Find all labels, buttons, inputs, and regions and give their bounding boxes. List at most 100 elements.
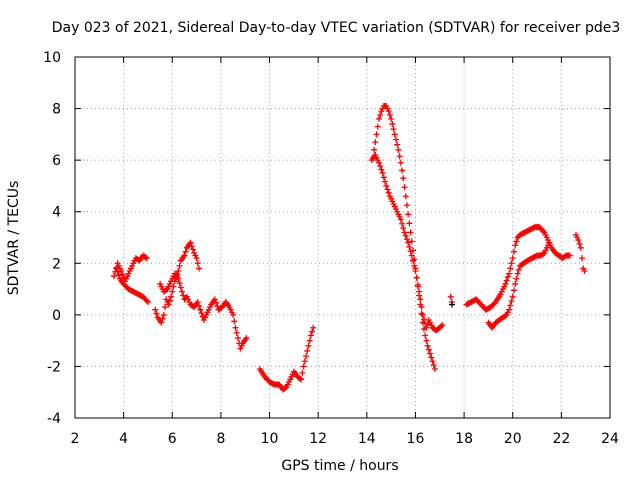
data-point (243, 335, 250, 342)
y-tick-label: 4 (52, 205, 61, 221)
data-point (407, 229, 414, 236)
x-tick-label: 10 (261, 431, 279, 447)
data-point (197, 306, 204, 313)
data-point (416, 292, 423, 299)
data-point (423, 337, 430, 344)
data-point (377, 163, 384, 170)
x-tick-label: 22 (552, 431, 570, 447)
data-point (422, 332, 429, 339)
data-point (428, 354, 435, 361)
data-point (188, 243, 195, 250)
data-point (514, 270, 521, 277)
data-point (546, 239, 553, 246)
data-point (175, 275, 182, 282)
y-tick-label: 6 (52, 153, 61, 169)
data-point (388, 115, 395, 122)
x-tick-label: 6 (168, 431, 177, 447)
data-point (177, 284, 184, 291)
data-point (232, 324, 239, 331)
data-point (193, 255, 200, 262)
data-point (119, 271, 126, 278)
data-point (176, 262, 183, 269)
data-point (400, 175, 407, 182)
data-point (296, 375, 303, 382)
data-point (512, 242, 519, 249)
data-point (375, 159, 382, 166)
data-point (439, 322, 446, 329)
x-tick-labels: 2 4 6 8 10 12 14 16 18 20 22 24 (71, 431, 619, 447)
data-point (575, 237, 582, 244)
data-point (410, 257, 417, 264)
data-point (507, 265, 514, 272)
data-point (508, 298, 515, 305)
x-tick-label: 18 (455, 431, 473, 447)
data-point (299, 369, 306, 376)
data-point (113, 265, 120, 272)
data-point (394, 141, 401, 148)
data-point (400, 225, 407, 232)
data-point (181, 252, 188, 259)
data-marks (110, 102, 588, 393)
data-point (118, 268, 125, 275)
data-point (430, 362, 437, 369)
data-point (378, 166, 385, 173)
data-point (160, 311, 167, 318)
data-point (429, 358, 436, 365)
data-point (375, 115, 382, 122)
data-point (419, 319, 426, 326)
data-point (175, 268, 182, 275)
y-tick-label: -4 (47, 411, 61, 427)
data-point (509, 255, 516, 262)
data-point (143, 297, 150, 304)
data-point (153, 310, 160, 317)
data-point (309, 328, 316, 335)
data-point (386, 112, 393, 119)
data-point (371, 146, 378, 153)
data-point (168, 293, 175, 300)
data-point (577, 244, 584, 251)
data-point (581, 268, 588, 275)
data-point (405, 239, 412, 246)
data-point (390, 126, 397, 133)
data-point (307, 332, 314, 339)
y-tick-label: 0 (52, 308, 61, 324)
data-point (282, 384, 289, 391)
data-point (397, 216, 404, 223)
data-point (306, 337, 313, 344)
data-point (513, 275, 520, 282)
data-point (384, 186, 391, 193)
data-point (196, 302, 203, 309)
data-point (179, 288, 185, 295)
data-point (502, 312, 509, 319)
data-point (230, 311, 237, 318)
data-point (437, 323, 444, 330)
data-point (142, 254, 149, 261)
data-point (182, 248, 189, 255)
data-point (176, 280, 183, 287)
data-point (512, 280, 519, 287)
data-point (382, 178, 389, 185)
data-point (540, 250, 547, 257)
y-tick-label: 2 (52, 256, 61, 272)
data-point (579, 255, 586, 262)
data-point (411, 256, 418, 263)
data-point (399, 167, 406, 174)
data-point (410, 247, 417, 254)
x-tick-label: 12 (309, 431, 327, 447)
data-point (165, 301, 172, 308)
data-point (395, 146, 402, 153)
data-point (211, 296, 218, 303)
data-point (510, 287, 517, 294)
data-point (379, 170, 386, 177)
y-tick-labels: -4 -2 0 2 4 6 8 10 (43, 50, 61, 427)
data-point (515, 266, 522, 273)
data-point (377, 112, 384, 119)
data-point (406, 220, 413, 227)
data-point (408, 252, 415, 259)
data-point (491, 300, 498, 307)
data-point (194, 260, 201, 267)
data-point (403, 202, 410, 209)
data-point (234, 335, 241, 342)
x-tick-label: 20 (504, 431, 522, 447)
data-point (405, 211, 412, 218)
